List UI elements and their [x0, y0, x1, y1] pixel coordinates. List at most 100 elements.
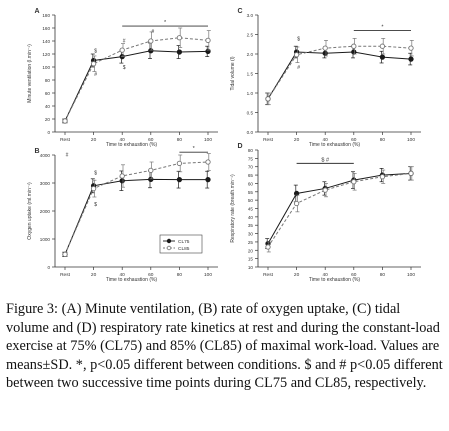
data-point-cl75 [322, 50, 328, 56]
data-point-cl85 [408, 170, 414, 177]
series-line-cl75 [267, 172, 412, 244]
y-tick-label: 40 [248, 215, 254, 220]
y-tick-label: 70 [248, 165, 254, 170]
x-tick-label: 100 [407, 137, 415, 143]
data-point-cl85 [90, 185, 97, 192]
data-point-cl85 [322, 45, 328, 51]
series-line-cl85 [267, 45, 412, 100]
data-point-cl75 [148, 48, 154, 54]
x-tick-label: 100 [407, 272, 415, 278]
panel-d: D 10 15 20 25 30 35 40 45 50 55 60 65 70 75 80 Rest 20 40 6… [230, 143, 421, 283]
data-point-cl85 [379, 43, 386, 49]
data-point-cl85 [293, 200, 300, 207]
x-tick-label: 20 [294, 272, 300, 278]
x-axis-label: Time to exhaustion (%) [106, 142, 158, 148]
data-point-cl85 [176, 160, 183, 167]
x-tick-label: 20 [294, 137, 300, 143]
y-tick-label: 160 [42, 26, 50, 31]
y-axis-label: Tidal volume (l) [230, 56, 236, 90]
x-tick-label: 40 [120, 272, 126, 278]
y-tick-label: 20 [248, 248, 254, 253]
panel-c: C 0.0 0.5 1.0 1.5 2.0 2.5 3.0 Rest 20 40 60 80 100 Tid… [230, 8, 421, 148]
series-line-cl85 [64, 161, 209, 255]
y-tick-label: 30 [248, 232, 254, 237]
y-tick-label: 15 [248, 257, 254, 262]
y-tick-label: 55 [248, 190, 254, 195]
data-point-cl75 [293, 190, 300, 197]
y-tick-label: 10 [248, 265, 254, 270]
data-point-cl85 [62, 118, 68, 124]
x-tick-label: 20 [91, 272, 97, 278]
y-tick-label: 0.5 [247, 111, 254, 116]
y-axis-label: Minute ventilation (l.min⁻¹) [27, 44, 33, 103]
data-point-cl85 [176, 35, 183, 41]
x-tick-label: 80 [177, 137, 183, 143]
data-point-cl85 [379, 174, 386, 180]
y-tick-label: 3.0 [247, 13, 254, 18]
data-point-cl85 [265, 96, 271, 102]
x-tick-label: 60 [351, 272, 357, 278]
series-line-cl75 [64, 50, 209, 122]
y-tick-label: 120 [42, 52, 50, 57]
y-tick-label: 60 [248, 181, 254, 186]
caption-lead: Figure 3: [6, 301, 59, 317]
data-point-cl85 [119, 173, 125, 179]
annotation-marker: # [297, 65, 300, 71]
x-axis-label: Time to exhaustion (%) [309, 142, 361, 148]
panel-letter: B [34, 148, 39, 155]
legend-label: CL75 [178, 239, 190, 245]
panel-letter: A [34, 8, 39, 15]
significance-label: $ # [321, 157, 330, 163]
legend-swatch-marker [166, 245, 172, 251]
x-tick-label: 100 [204, 272, 212, 278]
data-point-cl75 [176, 49, 183, 55]
data-point-cl85 [205, 159, 211, 165]
data-point-cl85 [293, 52, 300, 58]
y-tick-label: 3000 [40, 181, 51, 186]
figure-caption: Figure 3: (A) Minute ventilation, (B) ra… [6, 300, 446, 393]
x-tick-label: 40 [323, 137, 329, 143]
y-tick-label: 1000 [40, 237, 51, 242]
series-line-cl85 [267, 172, 412, 248]
data-point-cl75 [119, 178, 125, 184]
panel-a: A 0 20 40 60 80 100 120 140 160 180 Rest 20 40 60 80 100… [27, 8, 218, 148]
y-tick-label: 2000 [40, 209, 51, 214]
x-tick-label: 40 [120, 137, 126, 143]
y-axis-label: Oxygen uptake (ml.min⁻¹) [27, 182, 33, 240]
x-tick-label: Rest [60, 137, 71, 143]
x-tick-label: 40 [323, 272, 329, 278]
y-tick-label: 0.0 [247, 130, 254, 135]
legend-swatch-marker [166, 238, 172, 244]
x-tick-label: 60 [148, 137, 154, 143]
data-point-cl75 [408, 56, 414, 62]
y-axis-label: Respiratory rate (breath.min⁻¹) [230, 174, 236, 243]
data-point-cl85 [351, 179, 357, 185]
series-line-cl85 [64, 37, 209, 122]
annotation-marker: # [123, 38, 126, 44]
data-point-cl85 [351, 43, 357, 49]
x-tick-label: 80 [380, 137, 386, 143]
y-tick-label: 45 [248, 207, 254, 212]
legend-label: CL85 [178, 246, 190, 252]
y-tick-label: 65 [248, 173, 254, 178]
data-point-cl85 [90, 61, 97, 67]
significance-label: * [164, 20, 167, 26]
y-tick-label: 0 [47, 265, 50, 270]
x-tick-label: 80 [380, 272, 386, 278]
y-tick-label: 2.0 [247, 52, 254, 57]
series-line-cl75 [267, 51, 412, 100]
significance-label: * [381, 25, 384, 31]
y-tick-label: 0 [47, 130, 50, 135]
y-tick-label: 80 [248, 148, 254, 153]
panel-letter: C [237, 8, 242, 15]
data-point-cl75 [351, 49, 357, 55]
y-tick-label: 100 [42, 65, 50, 70]
annotation-marker: # [66, 152, 69, 158]
annotation-marker: # [94, 72, 97, 78]
data-point-cl75 [148, 176, 154, 183]
y-tick-label: 1.0 [247, 91, 254, 96]
data-point-cl75 [205, 176, 211, 183]
x-axis-label: Time to exhaustion (%) [309, 277, 361, 283]
